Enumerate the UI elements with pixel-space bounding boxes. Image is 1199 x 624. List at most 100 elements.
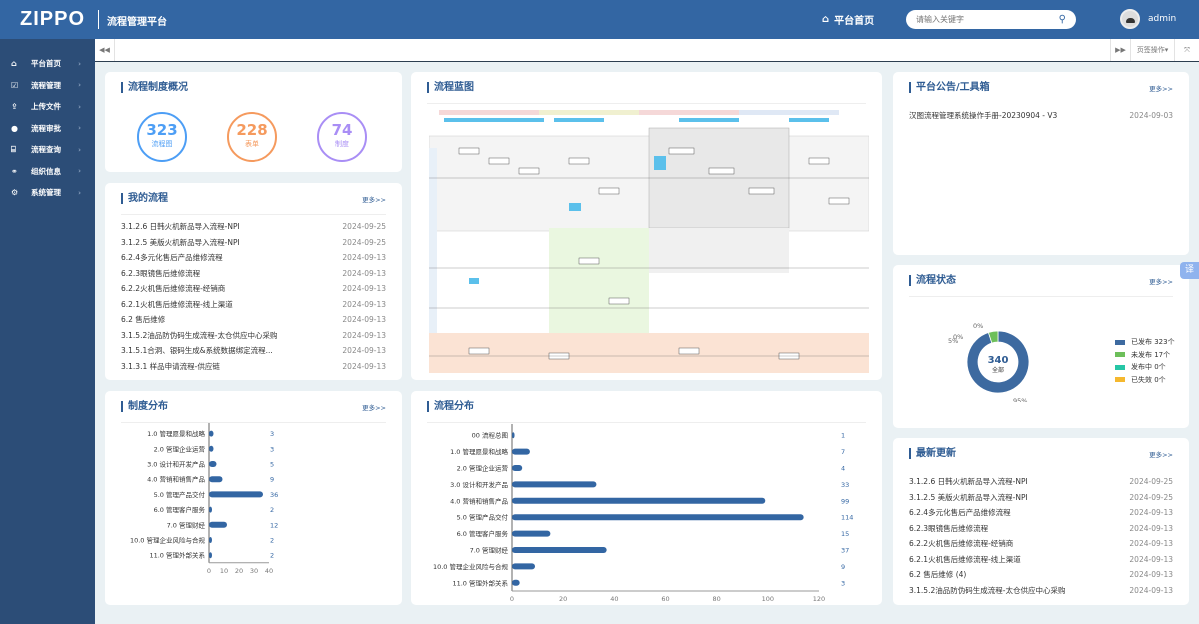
list-item[interactable]: 6.2.4多元化售后产品维修流程 2024-09-13	[121, 250, 386, 266]
legend-item[interactable]: 已失效 0个	[1115, 374, 1175, 387]
more-link[interactable]: 更多>>	[1149, 451, 1173, 459]
scroll-left-icon[interactable]: ◀◀	[95, 39, 115, 61]
value-label: 114	[841, 514, 853, 522]
stat-circle[interactable]: 228 表单	[227, 112, 277, 162]
home-link[interactable]: ⌂ 平台首页	[822, 12, 874, 27]
list-item[interactable]: 6.2.3眼镜售后维修流程 2024-09-13	[909, 521, 1173, 537]
item-name: 3.1.5.2油品防伪码生成流程-太仓供应中心采购	[121, 330, 278, 340]
page-ops-label: 页签操作	[1136, 46, 1165, 54]
item-date: 2024-09-13	[342, 268, 386, 278]
policy-bar-chart: 1.0 管理愿景和战略 3 2.0 管理企业运营 3 3.0 设计和开发产品 5 4.0 营…	[130, 423, 278, 575]
stat-label: 表单	[245, 140, 259, 148]
slice-percent: 0%	[973, 322, 983, 330]
list-item[interactable]: 3.1.5.2油品防伪码生成流程-太仓供应中心采购 2024-09-13	[909, 583, 1173, 599]
sidebar-item-label: 上传文件	[31, 102, 61, 112]
username[interactable]: admin	[1148, 14, 1177, 24]
list-item[interactable]: 6.2.4多元化售后产品维修流程 2024-09-13	[909, 505, 1173, 521]
list-item[interactable]: 3.1.2.6 日韩火机新品导入流程-NPI 2024-09-25	[121, 219, 386, 235]
legend-item[interactable]: 未发布 17个	[1115, 349, 1175, 362]
list-item[interactable]: 3.1.5.1合洞、银码生成&系统数据绑定流程... 2024-09-13	[121, 343, 386, 359]
list-item[interactable]: 6.2.1火机售后维修流程-线上渠道 2024-09-13	[121, 297, 386, 313]
value-label: 9	[841, 563, 845, 571]
card-title: 流程蓝图	[427, 82, 474, 93]
category-label: 11.0 管理外部关系	[149, 551, 205, 560]
more-link[interactable]: 更多>>	[1149, 278, 1173, 286]
legend-label: 已发布 323个	[1131, 338, 1175, 347]
x-tick-label: 10	[220, 567, 228, 575]
legend-item[interactable]: 发布中 0个	[1115, 361, 1175, 374]
card-title: 我的流程	[121, 193, 168, 204]
divider	[98, 10, 99, 29]
x-tick-label: 30	[250, 567, 258, 575]
bar	[209, 445, 214, 452]
donut-slice	[966, 330, 1030, 394]
sidebar-item[interactable]: ⌂ 平台首页 ›	[0, 53, 95, 75]
list-item[interactable]: 6.2.1火机售后维修流程-线上渠道 2024-09-13	[909, 552, 1173, 568]
item-name: 3.1.5.1合洞、银码生成&系统数据绑定流程...	[121, 346, 273, 356]
list-item[interactable]: 汉图流程管理系统操作手册-20230904 - V3 2024-09-03	[909, 108, 1173, 124]
stat-label: 制度	[335, 140, 349, 148]
sidebar-item[interactable]: ⚭ 组织信息 ›	[0, 161, 95, 183]
logo[interactable]: ZIPPO	[20, 8, 86, 30]
list-item[interactable]: 6.2 售后维修 2024-09-13	[121, 312, 386, 328]
card-title: 平台公告/工具箱	[909, 82, 990, 93]
item-date: 2024-09-03	[1129, 111, 1173, 121]
list-item[interactable]: 6.2.2火机售后维修流程-经销商 2024-09-13	[909, 536, 1173, 552]
search-box: ⚲	[906, 10, 1076, 29]
tab-bar: ◀◀ ▶▶ 页签操作 ▾ ⤧	[95, 39, 1199, 62]
list-item[interactable]: 3.1.3.1 样品申请流程-供应链 2024-09-13	[121, 359, 386, 375]
more-link[interactable]: 更多>>	[362, 404, 386, 412]
page-ops-dropdown[interactable]: 页签操作 ▾	[1130, 39, 1174, 61]
fullscreen-icon[interactable]: ⤧	[1174, 39, 1199, 61]
sidebar-item[interactable]: ⇪ 上传文件 ›	[0, 96, 95, 118]
item-date: 2024-09-13	[342, 361, 386, 371]
sidebar-item[interactable]: ● 流程审批 ›	[0, 118, 95, 140]
list-item[interactable]: 6.2.3眼镜售后维修流程 2024-09-13	[121, 266, 386, 282]
process-blueprint-diagram[interactable]	[429, 108, 869, 373]
scroll-right-icon[interactable]: ▶▶	[1110, 39, 1130, 61]
list-item[interactable]: 3.1.2.6 日韩火机新品导入流程-NPI 2024-09-25	[909, 474, 1173, 490]
list-item[interactable]: 3.1.2.5 美版火机新品导入流程-NPI 2024-09-25	[909, 490, 1173, 506]
more-link[interactable]: 更多>>	[362, 196, 386, 204]
item-date: 2024-09-13	[342, 315, 386, 325]
category-label: 7.0 管理财经	[470, 546, 509, 555]
sidebar-item-label: 系统管理	[31, 188, 61, 198]
value-label: 3	[270, 430, 274, 438]
sidebar-item-label: 流程查询	[31, 145, 61, 155]
bar	[512, 579, 520, 586]
sidebar-item[interactable]: ☑ 流程管理 ›	[0, 75, 95, 97]
item-date: 2024-09-13	[1129, 539, 1173, 549]
item-date: 2024-09-13	[1129, 570, 1173, 580]
more-link[interactable]: 更多>>	[1149, 85, 1173, 93]
item-date: 2024-09-25	[1129, 477, 1173, 487]
upload-icon: ⇪	[11, 102, 18, 112]
category-label: 2.0 管理企业运营	[457, 464, 509, 473]
value-label: 3	[841, 579, 845, 587]
legend-item[interactable]: 已发布 323个	[1115, 336, 1175, 349]
status-legend: 已发布 323个未发布 17个 发布中 0个 已失效 0个	[1115, 336, 1175, 386]
category-label: 2.0 管理企业运营	[154, 444, 206, 453]
sidebar: ⌂ 平台首页 › ☑ 流程管理 › ⇪ 上传文件 › ● 流程审批 › ⌸ 流程查询 › ⚭ 组织信息 › ⚙ 系统管…	[0, 39, 95, 624]
x-tick-label: 120	[813, 595, 825, 603]
search-input[interactable]	[916, 15, 1059, 24]
value-label: 3	[270, 445, 274, 453]
stat-value: 74	[331, 121, 353, 139]
item-date: 2024-09-25	[342, 237, 386, 247]
chevron-right-icon: ›	[78, 124, 81, 133]
sidebar-item[interactable]: ⌸ 流程查询 ›	[0, 139, 95, 161]
process-distribution-card: 流程分布 00 流程总图 1 1.0 管理愿景和战略 7 2.0 管理企业运营 4 3.0 …	[411, 391, 882, 605]
bar	[209, 491, 263, 498]
search-icon[interactable]: ⚲	[1058, 14, 1066, 25]
list-item[interactable]: 3.1.2.5 美版火机新品导入流程-NPI 2024-09-25	[121, 235, 386, 251]
stat-circle[interactable]: 74 制度	[317, 112, 367, 162]
legend-swatch	[1115, 352, 1125, 358]
legend-swatch	[1115, 377, 1125, 383]
translate-button[interactable]: 译	[1180, 262, 1199, 279]
list-item[interactable]: 3.1.5.2油品防伪码生成流程-太仓供应中心采购 2024-09-13	[121, 328, 386, 344]
list-item[interactable]: 6.2.2火机售后维修流程-经销商 2024-09-13	[121, 281, 386, 297]
list-item[interactable]: 6.2 售后维修 (4) 2024-09-13	[909, 567, 1173, 583]
sidebar-item[interactable]: ⚙ 系统管理 ›	[0, 182, 95, 204]
stat-circle[interactable]: 323 流程图	[137, 112, 187, 162]
avatar[interactable]	[1120, 9, 1140, 29]
gears-icon: ⚙	[11, 188, 19, 198]
